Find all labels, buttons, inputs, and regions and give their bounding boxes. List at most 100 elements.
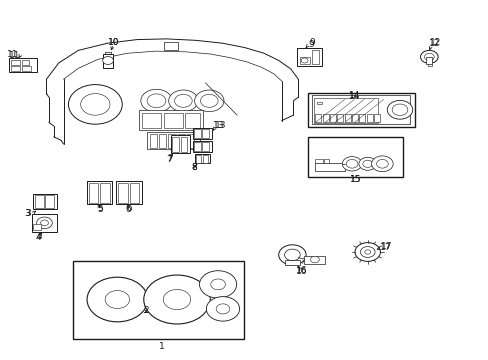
Circle shape xyxy=(37,217,52,229)
Bar xyxy=(307,137,403,177)
Bar xyxy=(322,114,328,122)
Text: 11: 11 xyxy=(6,50,18,59)
Text: 8: 8 xyxy=(191,163,197,172)
Text: 9: 9 xyxy=(307,40,313,49)
Circle shape xyxy=(386,100,412,119)
Bar xyxy=(118,183,127,203)
Bar xyxy=(351,114,357,122)
Bar xyxy=(366,114,372,122)
Text: 4: 4 xyxy=(36,233,42,241)
Bar xyxy=(129,183,139,203)
Bar xyxy=(359,114,365,122)
Bar xyxy=(284,260,300,265)
Circle shape xyxy=(147,94,165,108)
Text: 17: 17 xyxy=(380,243,391,251)
Circle shape xyxy=(174,94,192,107)
Bar xyxy=(181,137,187,152)
Bar xyxy=(202,129,209,138)
Bar xyxy=(32,214,57,232)
Circle shape xyxy=(358,157,376,170)
Text: 9: 9 xyxy=(308,38,314,47)
Bar xyxy=(203,155,208,163)
Text: 12: 12 xyxy=(428,38,440,47)
Circle shape xyxy=(41,220,48,226)
Circle shape xyxy=(143,275,210,324)
Bar xyxy=(193,128,211,139)
Bar xyxy=(299,57,309,64)
Bar xyxy=(323,159,328,163)
Bar xyxy=(149,134,157,148)
Text: 12: 12 xyxy=(427,40,439,49)
Text: 14: 14 xyxy=(348,92,360,101)
Bar xyxy=(22,60,29,65)
Bar xyxy=(139,110,203,130)
Text: 15: 15 xyxy=(349,175,361,184)
Circle shape xyxy=(362,160,372,167)
Text: 16: 16 xyxy=(296,266,307,275)
Bar xyxy=(88,183,98,203)
Bar xyxy=(33,224,41,230)
Circle shape xyxy=(105,291,129,309)
Bar xyxy=(297,48,321,66)
Bar xyxy=(304,256,324,264)
Text: 14: 14 xyxy=(348,91,360,100)
Text: 5: 5 xyxy=(97,205,102,214)
Circle shape xyxy=(301,58,307,63)
Circle shape xyxy=(81,94,110,115)
Circle shape xyxy=(354,243,380,261)
Text: 3: 3 xyxy=(24,210,30,218)
Bar xyxy=(193,141,211,152)
Text: 13: 13 xyxy=(213,122,224,130)
Bar xyxy=(194,142,201,151)
Circle shape xyxy=(210,279,225,290)
Text: 2: 2 xyxy=(142,306,148,315)
Bar xyxy=(315,163,344,171)
Circle shape xyxy=(216,304,229,314)
Bar xyxy=(11,66,20,71)
Bar xyxy=(311,50,318,64)
Circle shape xyxy=(346,159,357,168)
Circle shape xyxy=(102,57,113,64)
Circle shape xyxy=(163,289,190,310)
Bar xyxy=(11,60,20,65)
Bar xyxy=(177,134,184,148)
Circle shape xyxy=(371,156,392,172)
Text: 1: 1 xyxy=(158,342,164,351)
Bar xyxy=(202,142,209,151)
Bar xyxy=(344,114,350,122)
Bar xyxy=(33,194,57,209)
Circle shape xyxy=(206,297,239,321)
Circle shape xyxy=(194,90,224,112)
Bar xyxy=(87,181,112,204)
Bar xyxy=(142,113,161,128)
Circle shape xyxy=(376,159,387,168)
Text: 5: 5 xyxy=(97,204,103,213)
Circle shape xyxy=(364,250,370,254)
Bar xyxy=(313,98,377,123)
Circle shape xyxy=(141,89,172,112)
Bar xyxy=(168,134,175,148)
Bar xyxy=(9,58,37,72)
Bar xyxy=(45,195,54,208)
Bar xyxy=(426,57,431,64)
Bar xyxy=(186,134,194,148)
Circle shape xyxy=(199,271,236,298)
Text: 7: 7 xyxy=(167,154,173,163)
Bar xyxy=(195,155,201,163)
Text: 4: 4 xyxy=(35,233,41,242)
Text: 10: 10 xyxy=(107,38,119,47)
Bar xyxy=(184,113,199,128)
Bar xyxy=(315,114,321,122)
Bar xyxy=(194,154,210,163)
Text: 16: 16 xyxy=(295,267,306,276)
Bar xyxy=(315,159,322,163)
Circle shape xyxy=(310,256,319,263)
Circle shape xyxy=(360,247,374,257)
Circle shape xyxy=(391,104,407,116)
Bar xyxy=(311,95,409,124)
Circle shape xyxy=(284,249,300,261)
Bar xyxy=(159,134,166,148)
Bar xyxy=(373,114,379,122)
Circle shape xyxy=(278,245,305,265)
Text: 7: 7 xyxy=(166,154,172,163)
